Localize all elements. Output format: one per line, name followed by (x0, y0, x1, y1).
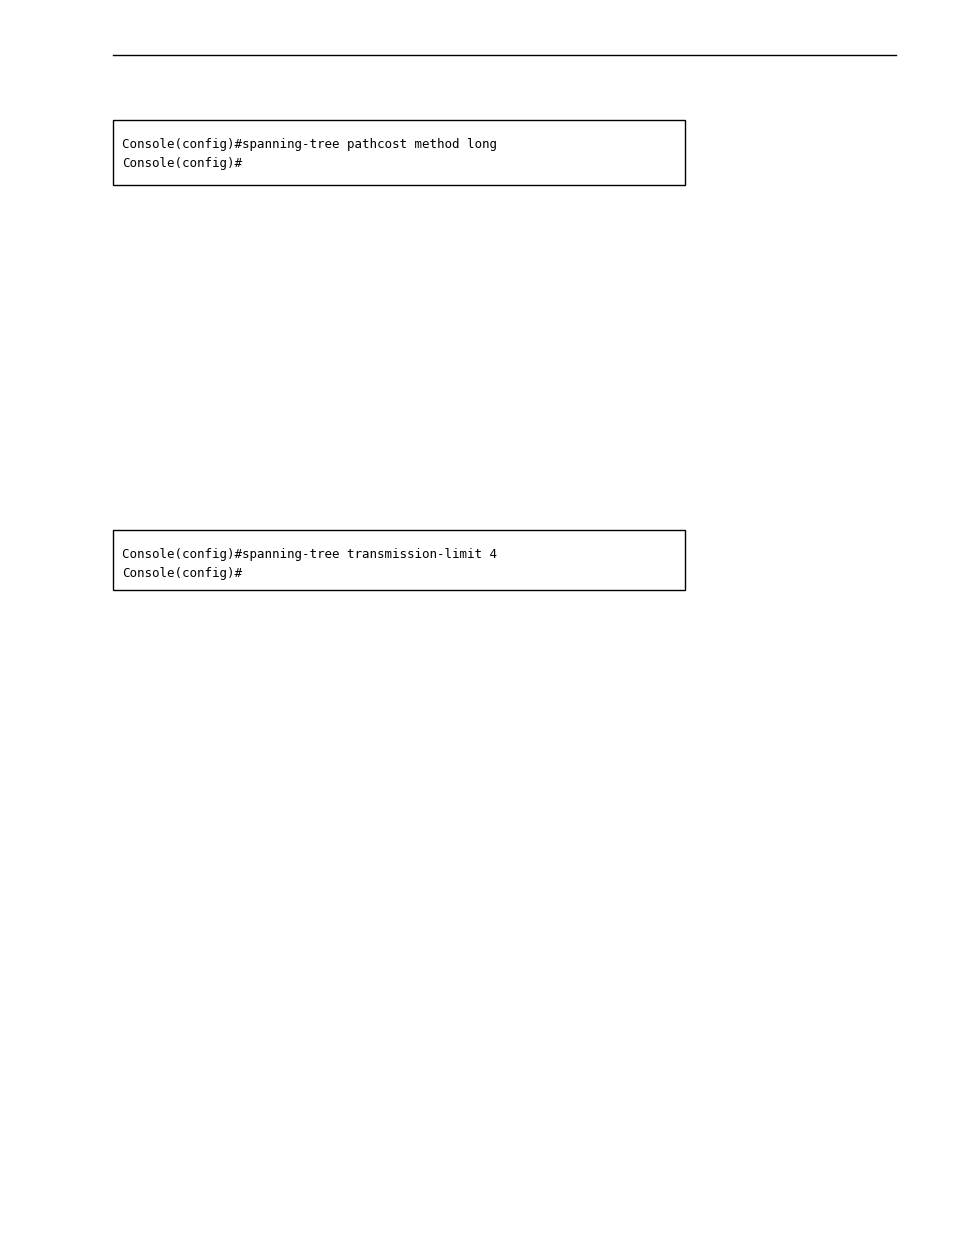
FancyBboxPatch shape (112, 530, 684, 590)
Text: Console(config)#spanning-tree pathcost method long: Console(config)#spanning-tree pathcost m… (122, 138, 497, 151)
Text: Console(config)#spanning-tree transmission-limit 4: Console(config)#spanning-tree transmissi… (122, 548, 497, 561)
Text: Console(config)#: Console(config)# (122, 567, 242, 580)
FancyBboxPatch shape (112, 120, 684, 185)
Text: Console(config)#: Console(config)# (122, 157, 242, 170)
